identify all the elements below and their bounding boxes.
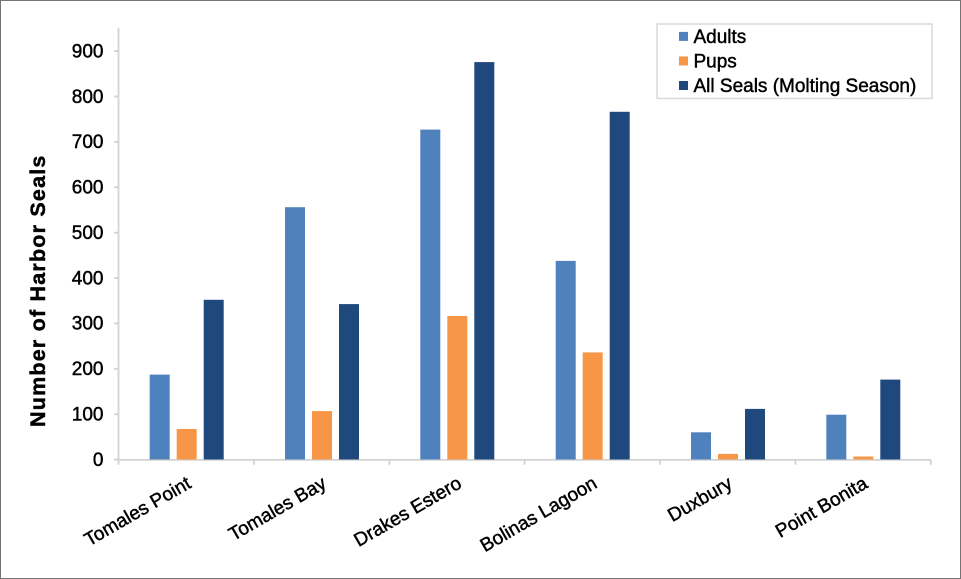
svg-text:All Seals (Molting Season): All Seals (Molting Season) xyxy=(694,76,917,97)
svg-text:800: 800 xyxy=(72,87,104,108)
svg-text:200: 200 xyxy=(72,359,104,380)
svg-text:600: 600 xyxy=(72,178,104,199)
svg-text:700: 700 xyxy=(72,132,104,153)
svg-text:400: 400 xyxy=(72,268,104,289)
svg-text:Pups: Pups xyxy=(694,52,737,73)
svg-text:900: 900 xyxy=(72,41,104,62)
svg-text:300: 300 xyxy=(72,314,104,335)
svg-text:0: 0 xyxy=(93,450,104,471)
svg-text:Adults: Adults xyxy=(694,27,747,48)
svg-text:100: 100 xyxy=(72,405,104,426)
svg-text:500: 500 xyxy=(72,223,104,244)
svg-text:Number of Harbor Seals: Number of Harbor Seals xyxy=(26,154,50,427)
